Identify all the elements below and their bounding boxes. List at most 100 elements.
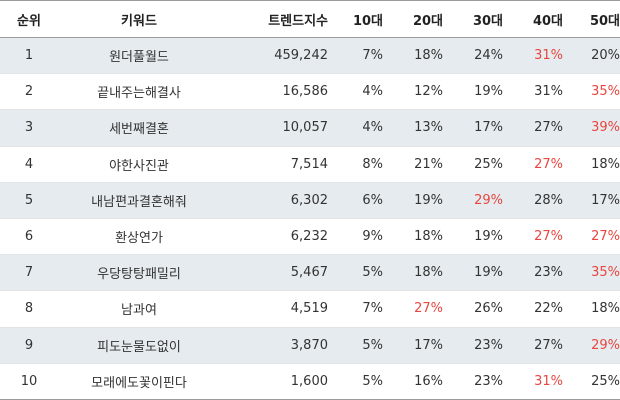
keyword-cell: 모래에도꽃이핀다	[58, 363, 220, 400]
age-20s-cell: 13%	[383, 109, 443, 147]
header-age-30s: 30대	[443, 0, 503, 38]
rank-cell: 4	[0, 146, 58, 183]
keyword-cell: 피도눈물도없이	[58, 327, 220, 364]
age-50s-cell: 27%	[563, 218, 620, 256]
age-20s-cell: 19%	[383, 182, 443, 219]
age-30s-cell: 17%	[443, 109, 503, 147]
rank-cell: 10	[0, 363, 58, 400]
trend-index-cell: 3,870	[220, 327, 328, 364]
age-30s-cell: 19%	[443, 73, 503, 111]
trend-index-cell: 7,514	[220, 146, 328, 183]
keyword-cell: 우당탕탕패밀리	[58, 254, 220, 292]
table-row: 9 피도눈물도없이 3,870 5% 17% 23% 27% 29%	[0, 327, 620, 364]
keyword-cell: 내남편과결혼해줘	[58, 182, 220, 219]
age-50s-cell: 17%	[563, 182, 620, 219]
age-40s-cell: 31%	[503, 363, 563, 400]
age-10s-cell: 5%	[328, 363, 383, 400]
age-30s-cell: 26%	[443, 290, 503, 328]
table-body: 1 원더풀월드 459,242 7% 18% 24% 31% 20% 2 끝내주…	[0, 37, 620, 400]
age-50s-cell: 25%	[563, 363, 620, 400]
age-30s-cell: 23%	[443, 363, 503, 400]
trend-index-cell: 6,302	[220, 182, 328, 219]
trend-index-cell: 4,519	[220, 290, 328, 328]
age-50s-cell: 39%	[563, 109, 620, 147]
age-20s-cell: 27%	[383, 290, 443, 328]
table-row: 7 우당탕탕패밀리 5,467 5% 18% 19% 23% 35%	[0, 254, 620, 292]
keyword-cell: 남과여	[58, 290, 220, 328]
age-20s-cell: 18%	[383, 254, 443, 292]
age-30s-cell: 24%	[443, 37, 503, 75]
rank-cell: 8	[0, 290, 58, 328]
header-age-20s: 20대	[383, 0, 443, 38]
age-10s-cell: 8%	[328, 146, 383, 183]
rank-cell: 5	[0, 182, 58, 219]
trend-index-cell: 16,586	[220, 73, 328, 111]
header-age-50s: 50대	[563, 0, 620, 38]
age-40s-cell: 22%	[503, 290, 563, 328]
age-20s-cell: 17%	[383, 327, 443, 364]
age-10s-cell: 5%	[328, 327, 383, 364]
age-40s-cell: 27%	[503, 109, 563, 147]
table-row: 5 내남편과결혼해줘 6,302 6% 19% 29% 28% 17%	[0, 182, 620, 219]
header-age-40s: 40대	[503, 0, 563, 38]
age-40s-cell: 23%	[503, 254, 563, 292]
header-keyword: 키워드	[58, 0, 220, 38]
age-40s-cell: 27%	[503, 146, 563, 183]
header-age-10s: 10대	[328, 0, 383, 38]
age-30s-cell: 19%	[443, 218, 503, 256]
age-10s-cell: 9%	[328, 218, 383, 256]
age-40s-cell: 28%	[503, 182, 563, 219]
rank-cell: 2	[0, 73, 58, 111]
age-20s-cell: 16%	[383, 363, 443, 400]
age-40s-cell: 31%	[503, 73, 563, 111]
age-30s-cell: 23%	[443, 327, 503, 364]
age-10s-cell: 4%	[328, 109, 383, 147]
header-rank: 순위	[0, 0, 58, 38]
age-50s-cell: 35%	[563, 73, 620, 111]
rank-cell: 6	[0, 218, 58, 256]
age-10s-cell: 7%	[328, 37, 383, 75]
rank-cell: 3	[0, 109, 58, 147]
trend-index-cell: 6,232	[220, 218, 328, 256]
keyword-cell: 환상연가	[58, 218, 220, 256]
table-header: 순위 키워드 트렌드지수 10대 20대 30대 40대 50대	[0, 0, 620, 38]
age-40s-cell: 27%	[503, 327, 563, 364]
age-50s-cell: 35%	[563, 254, 620, 292]
keyword-cell: 야한사진관	[58, 146, 220, 183]
age-50s-cell: 29%	[563, 327, 620, 364]
table-row: 2 끝내주는해결사 16,586 4% 12% 19% 31% 35%	[0, 73, 620, 111]
age-20s-cell: 12%	[383, 73, 443, 111]
age-30s-cell: 25%	[443, 146, 503, 183]
header-row: 순위 키워드 트렌드지수 10대 20대 30대 40대 50대	[0, 0, 620, 38]
age-50s-cell: 18%	[563, 290, 620, 328]
age-20s-cell: 18%	[383, 37, 443, 75]
trend-index-cell: 1,600	[220, 363, 328, 400]
table-row: 6 환상연가 6,232 9% 18% 19% 27% 27%	[0, 218, 620, 256]
table-row: 4 야한사진관 7,514 8% 21% 25% 27% 18%	[0, 146, 620, 183]
age-50s-cell: 18%	[563, 146, 620, 183]
age-10s-cell: 7%	[328, 290, 383, 328]
age-40s-cell: 27%	[503, 218, 563, 256]
age-40s-cell: 31%	[503, 37, 563, 75]
trend-index-cell: 10,057	[220, 109, 328, 147]
rank-cell: 9	[0, 327, 58, 364]
table-row: 10 모래에도꽃이핀다 1,600 5% 16% 23% 31% 25%	[0, 363, 620, 400]
keyword-cell: 원더풀월드	[58, 37, 220, 75]
trend-index-cell: 459,242	[220, 37, 328, 75]
rank-cell: 1	[0, 37, 58, 75]
table-row: 1 원더풀월드 459,242 7% 18% 24% 31% 20%	[0, 37, 620, 75]
age-20s-cell: 18%	[383, 218, 443, 256]
age-10s-cell: 5%	[328, 254, 383, 292]
age-30s-cell: 19%	[443, 254, 503, 292]
keyword-cell: 세번째결혼	[58, 109, 220, 147]
age-20s-cell: 21%	[383, 146, 443, 183]
trend-index-cell: 5,467	[220, 254, 328, 292]
age-10s-cell: 4%	[328, 73, 383, 111]
rank-cell: 7	[0, 254, 58, 292]
age-10s-cell: 6%	[328, 182, 383, 219]
age-50s-cell: 20%	[563, 37, 620, 75]
age-30s-cell: 29%	[443, 182, 503, 219]
table-row: 3 세번째결혼 10,057 4% 13% 17% 27% 39%	[0, 109, 620, 147]
header-trend-index: 트렌드지수	[220, 0, 328, 38]
